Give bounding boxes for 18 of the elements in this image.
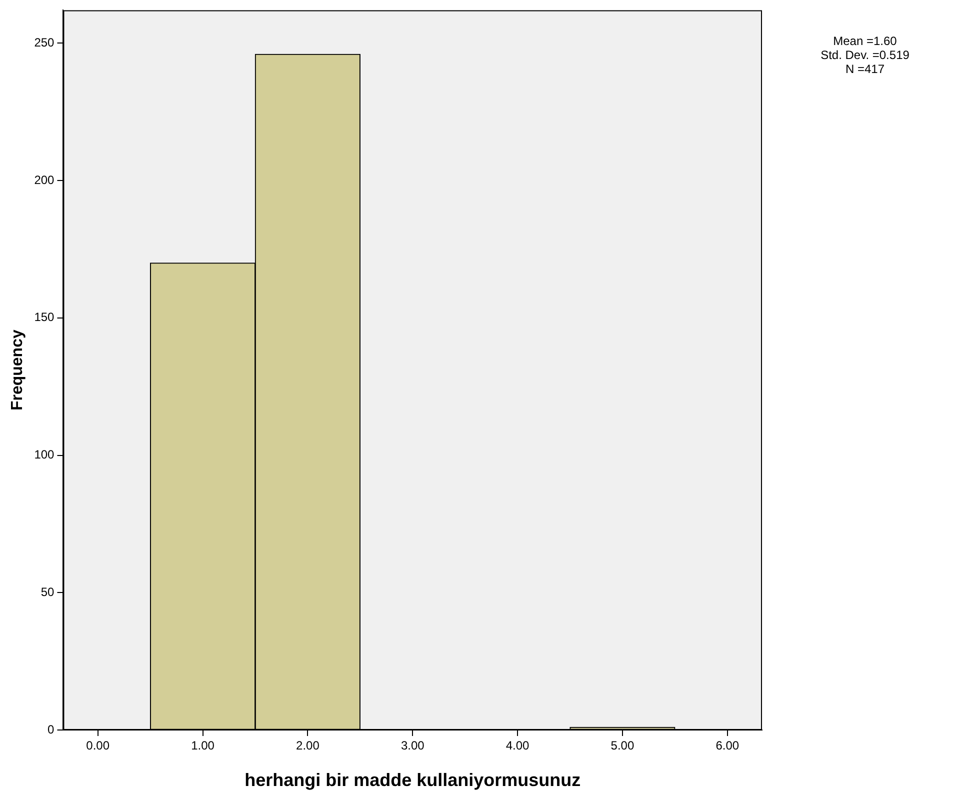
y-axis-title: Frequency bbox=[9, 330, 26, 411]
y-tick-label: 250 bbox=[34, 35, 55, 50]
y-tick-label: 200 bbox=[34, 172, 55, 187]
y-tick-label: 150 bbox=[34, 310, 55, 324]
x-tick-label: 4.00 bbox=[506, 738, 530, 753]
text: Mean =1.60 bbox=[832, 34, 898, 48]
x-axis-title: herhangi bir madde kullaniyormusunuz bbox=[244, 770, 581, 790]
text: Std. Dev. =0.519 bbox=[820, 48, 910, 62]
x-tick-label: 0.00 bbox=[86, 738, 110, 753]
x-tick-label: 6.00 bbox=[716, 738, 740, 753]
y-tick-label: 0 bbox=[48, 722, 55, 736]
y-tick-label: 50 bbox=[40, 584, 55, 599]
text: N =417 bbox=[844, 62, 886, 76]
y-tick-label: 100 bbox=[34, 448, 55, 462]
x-tick-label: 1.00 bbox=[191, 738, 215, 753]
x-tick-label: 5.00 bbox=[610, 738, 634, 753]
x-tick-label: 3.00 bbox=[400, 738, 425, 753]
x-tick-label: 2.00 bbox=[296, 738, 320, 753]
